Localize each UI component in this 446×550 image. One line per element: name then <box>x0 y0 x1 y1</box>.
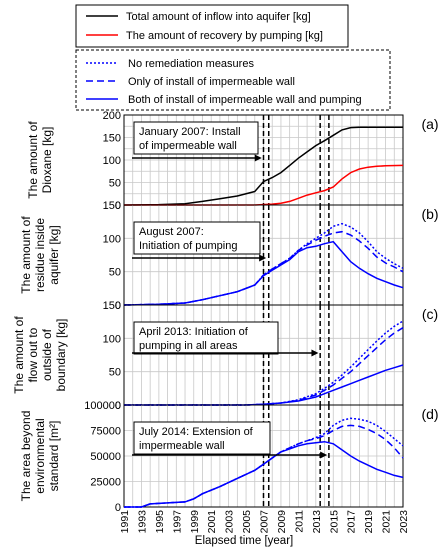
annotation-text: pumping in all areas <box>139 340 238 352</box>
annotation-text: January 2007: Install <box>139 126 241 138</box>
x-tick-label: 2009 <box>276 510 288 534</box>
annotation-text: April 2013: Initiation of <box>139 326 249 338</box>
y-axis-label: The area beyondenvironmentalstandard [m²… <box>19 411 61 502</box>
series-black <box>123 126 403 206</box>
x-tick-label: 1997 <box>171 510 183 534</box>
x-axis-label: Elapsed time [year] <box>195 535 293 547</box>
y-axis-label-line: environmental <box>33 418 47 493</box>
annotation-box <box>133 221 261 255</box>
legend-top-frame <box>75 4 349 48</box>
annotation-text: impermeable wall <box>139 440 225 452</box>
y-axis-label-line: aquifer [kg] <box>47 225 61 284</box>
arrow-head <box>311 349 319 357</box>
y-axis-label-line: standard [m²] <box>47 421 61 492</box>
x-tick-label: 2001 <box>206 510 218 534</box>
annotation-box <box>133 321 279 355</box>
legend-black-label: Total amount of inflow into aquifer [kg] <box>126 11 311 23</box>
y-axis-label-line: flow out to <box>26 327 40 382</box>
x-tick-label: 2003 <box>224 510 236 534</box>
y-tick-label: 75000 <box>90 426 121 438</box>
panel-label: (d) <box>421 406 438 422</box>
arrow-head <box>320 451 328 459</box>
legend-blue-frame <box>75 49 391 111</box>
arrow-head <box>259 254 267 262</box>
arrow-head <box>254 154 262 162</box>
y-tick-label: 0 <box>115 502 121 514</box>
annotation-text: Initiation of pumping <box>139 240 237 252</box>
y-tick-label: 50 <box>109 267 121 279</box>
panel-label: (b) <box>421 206 438 222</box>
y-tick-label: 100 <box>103 333 121 345</box>
y-tick-label: 100 <box>103 233 121 245</box>
panels: 0 50 100 150 200 January 2007: Install of impe… <box>12 110 439 514</box>
y-tick-label: 150 <box>103 200 121 212</box>
y-axis-label-line: boundary [kg] <box>54 319 68 392</box>
panel-1: 0 50 100 150 200 January 2007: Install of impe… <box>26 110 439 212</box>
y-tick-label: 150 <box>103 300 121 312</box>
y-tick-label: 25000 <box>90 477 121 489</box>
x-tick-label: 2011 <box>293 510 305 533</box>
legend-solid-label: Both of install of impermeable wall and … <box>128 94 362 106</box>
x-tick-label: 1993 <box>136 510 148 534</box>
legend-blue: No remediation measures Only of install … <box>75 49 391 111</box>
x-tick-label: 1999 <box>189 510 201 534</box>
y-axis-label: The amount ofresidue insideaquifer [kg] <box>19 216 61 294</box>
y-tick-label: 100000 <box>84 400 121 412</box>
annotation-box <box>133 421 271 455</box>
panel-3: 0 50 100 150 April 2013: Initiation of pumpin… <box>12 300 438 412</box>
y-axis-label-line: The area beyond <box>19 411 33 502</box>
y-tick-label: 50 <box>109 178 121 190</box>
x-tick-label: 1995 <box>154 510 166 534</box>
x-tick-label: 2019 <box>363 510 375 534</box>
panel-label: (a) <box>421 116 438 132</box>
panel-4: 0 25000 50000 75000 100000 July 2014: Extensi… <box>19 400 439 514</box>
y-axis-label: The amount offlow out tooutside ofbounda… <box>12 316 68 394</box>
series-blue-solid <box>124 364 404 406</box>
annotation-box <box>133 121 259 155</box>
panel-label: (c) <box>422 306 438 322</box>
y-axis-label-line: The amount of <box>26 121 40 199</box>
annotation-text: July 2014: Extension of <box>139 426 254 438</box>
x-tick-label: 2005 <box>241 510 253 534</box>
series-blue-solid <box>123 240 404 306</box>
x-tick-label: 2007 <box>259 510 271 534</box>
y-axis-label-line: residue inside <box>33 218 47 292</box>
x-tick-label: 2023 <box>398 510 410 534</box>
x-tick-label: 2013 <box>311 510 323 534</box>
legend-dashed-label: Only of install of impermeable wall <box>128 76 295 88</box>
y-axis-label-line: The amount of <box>12 316 26 394</box>
annotation-text: August 2007: <box>139 226 204 238</box>
y-tick-label: 0 <box>115 300 121 312</box>
panel-2: 0 50 100 150 August 2007: Initiation of pumpi… <box>19 200 439 312</box>
y-tick-label: 50000 <box>90 451 121 463</box>
x-tick-label: 1991 <box>119 510 131 534</box>
series-red <box>124 164 404 206</box>
y-axis-label-line: The amount of <box>19 216 33 294</box>
x-tick-label: 2021 <box>381 510 393 534</box>
y-axis-label: The amount ofDioxane [kg] <box>26 121 54 199</box>
y-axis-label-line: outside of <box>40 328 54 381</box>
y-tick-label: 200 <box>103 110 121 122</box>
x-axis: 1991 1993 1995 1997 1999 2001 2003 2005 2007 2009… <box>119 510 410 534</box>
y-axis-label-line: Dioxane [kg] <box>40 127 54 194</box>
y-tick-label: 100 <box>103 155 121 167</box>
y-tick-label: 150 <box>103 133 121 145</box>
legend-red-label: The amount of recovery by pumping [kg] <box>126 30 323 42</box>
series-blue-solid <box>124 440 404 508</box>
x-tick-label: 2015 <box>328 510 340 534</box>
y-tick-label: 0 <box>115 400 121 412</box>
y-tick-label: 0 <box>115 200 121 212</box>
x-tick-label: 2017 <box>346 510 358 534</box>
y-tick-label: 50 <box>109 367 121 379</box>
annotation-text: of impermeable wall <box>139 140 237 152</box>
legend-dotted-label: No remediation measures <box>128 58 254 70</box>
legend-top: Total amount of inflow into aquifer [kg]… <box>75 4 349 48</box>
